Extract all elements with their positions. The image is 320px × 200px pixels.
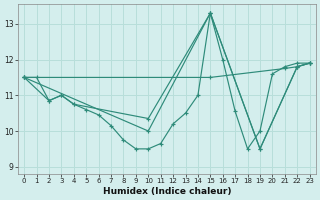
X-axis label: Humidex (Indice chaleur): Humidex (Indice chaleur) [103,187,231,196]
